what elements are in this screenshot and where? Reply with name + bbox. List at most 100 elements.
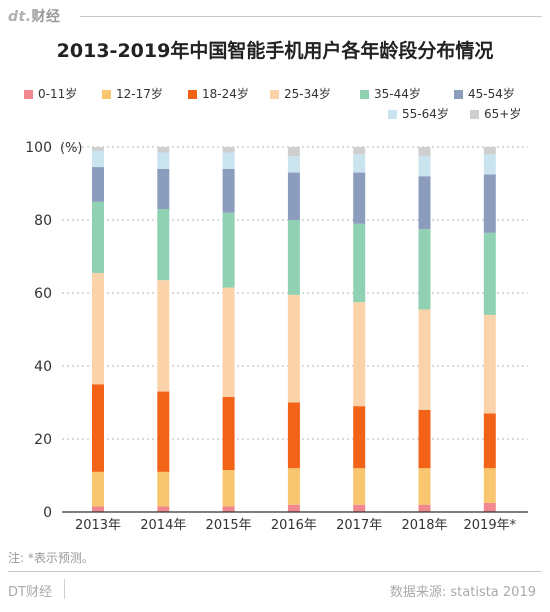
bar-segment [353, 223, 366, 303]
legend-item: 55-64岁 [388, 106, 449, 122]
x-tick-label: 2014年 [140, 518, 186, 533]
bar-segment [287, 172, 300, 220]
legend-swatch [454, 90, 463, 99]
legend-swatch [388, 110, 397, 119]
bar-segment [483, 468, 496, 503]
footnote: 注: *表示预测。 [8, 551, 94, 565]
legend-label: 18-24岁 [202, 87, 249, 101]
legend-swatch [270, 90, 279, 99]
bar-segment [418, 147, 431, 157]
bar-segment [222, 147, 235, 153]
bar-segment [353, 154, 366, 173]
bar-segment [483, 413, 496, 469]
bar-segment [92, 272, 104, 385]
bar-segment [287, 220, 300, 295]
bar-segment [287, 294, 300, 403]
bar-segment [483, 502, 496, 512]
x-tick-label: 2016年 [271, 518, 317, 533]
bar-segment [418, 156, 431, 177]
bar-segment [353, 406, 366, 469]
legend-item: 12-17岁 [102, 86, 163, 102]
logo-mark: dt. [8, 9, 32, 25]
bar-segment [483, 314, 496, 414]
stacked-bar-chart: 0 20 40 60 80 100 (%) 2013年 2014年 2015年 2016年 2017年… [25, 140, 528, 533]
y-tick-label: 20 [34, 432, 52, 448]
legend-label: 0-11岁 [38, 87, 78, 101]
bar-segment [418, 176, 431, 230]
bar-segment [418, 229, 431, 310]
legend-label: 55-64岁 [402, 107, 449, 121]
bar-segment [418, 468, 431, 505]
bar-segment [418, 409, 431, 469]
legend-item: 35-44岁 [360, 86, 421, 102]
bar-segment [157, 147, 170, 153]
bar-segment [483, 174, 496, 233]
y-tick-label: 80 [34, 213, 52, 229]
bar-segment [157, 152, 170, 169]
bar-segment [287, 468, 300, 505]
x-tick-label: 2018年 [401, 518, 447, 533]
bar-segment [222, 470, 235, 507]
bar-segment [92, 147, 104, 151]
bar-segment [222, 212, 235, 288]
bar-segment [157, 209, 170, 281]
bar-segment [418, 309, 431, 410]
y-tick-label: 0 [43, 505, 52, 521]
footer-divider [8, 571, 542, 572]
bar-segment [157, 506, 170, 512]
bar-segment [157, 168, 170, 210]
logo-text: 财经 [31, 9, 61, 25]
y-tick-label: 40 [34, 359, 52, 375]
bar-segment [353, 302, 366, 407]
bar-segment [353, 147, 366, 155]
bar-segment [222, 506, 235, 512]
brand-logo: dt.财经 [8, 6, 61, 26]
bar-segment [353, 172, 366, 224]
bar-segment [92, 167, 104, 202]
bar-segment [287, 402, 300, 469]
bar-segment [222, 287, 235, 398]
legend-item: 18-24岁 [188, 86, 249, 102]
legend-item: 65+岁 [470, 106, 521, 122]
legend-swatch [188, 90, 197, 99]
bar-segment [222, 152, 235, 169]
y-tick-label: 100 [25, 140, 52, 156]
bar-segment [353, 468, 366, 505]
bar-segment [287, 504, 300, 512]
footer-separator [64, 579, 65, 599]
bar-segment [92, 384, 104, 472]
bar-segment [353, 504, 366, 512]
legend-swatch [24, 90, 33, 99]
legend-label: 35-44岁 [374, 87, 421, 101]
bar-segment [92, 201, 104, 273]
legend-item: 0-11岁 [24, 86, 77, 102]
bar-segment [222, 168, 235, 213]
chart-title: 2013-2019年中国智能手机用户各年龄段分布情况 [56, 40, 494, 62]
bar-segment [418, 504, 431, 512]
y-tick-label: 60 [34, 286, 52, 302]
legend-label: 12-17岁 [116, 87, 163, 101]
legend-swatch [360, 90, 369, 99]
header-divider [80, 16, 542, 17]
footer-brand: DT财经 [8, 585, 52, 600]
x-tick-label: 2015年 [206, 518, 252, 533]
bar-segment [92, 506, 104, 512]
legend-swatch [470, 110, 479, 119]
x-tick-label: 2017年 [336, 518, 382, 533]
x-tick-label: 2013年 [75, 518, 121, 533]
bar-segment [92, 471, 104, 507]
x-tick-label: 2019年* [464, 518, 517, 533]
bar-segment [222, 397, 235, 471]
bar-segment [157, 471, 170, 507]
bar-segment [157, 391, 170, 472]
bar-segment [157, 280, 170, 392]
legend-swatch [102, 90, 111, 99]
bar-segment [483, 154, 496, 175]
data-source: 数据来源: statista 2019 [389, 585, 536, 600]
y-unit-label: (%) [60, 141, 83, 156]
legend-label: 25-34岁 [284, 87, 331, 101]
bar-segment [287, 156, 300, 173]
bar-segment [483, 147, 496, 155]
bar-segment [483, 232, 496, 315]
legend-item: 25-34岁 [270, 86, 331, 102]
